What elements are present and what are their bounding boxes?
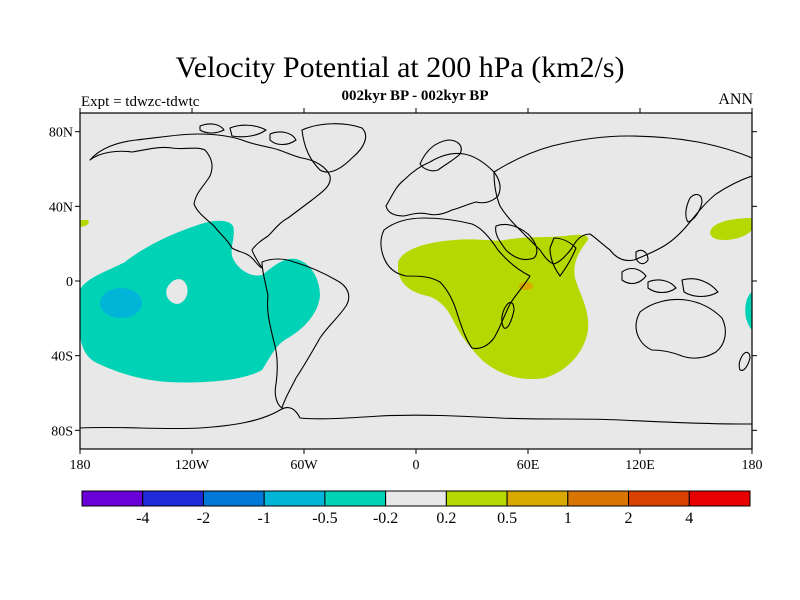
colorbar-swatch	[506, 490, 569, 507]
antarctica-coastline	[80, 407, 752, 430]
india-coastline	[549, 237, 577, 277]
colorbar-swatch	[445, 490, 508, 507]
madagascar-coastline	[501, 301, 515, 329]
lat-tick-label: 40N	[49, 200, 73, 215]
colorbar-label: 2	[625, 510, 633, 527]
pacific-strong-negative-region	[100, 288, 142, 318]
arctic-islands-coastline	[199, 123, 297, 146]
lon-tick-label: 180	[70, 458, 91, 473]
pacific-neutral-hole	[166, 279, 188, 304]
lon-tick-label: 180	[742, 458, 763, 473]
north-america-coastline	[89, 133, 331, 269]
colorbar-swatch	[688, 490, 751, 507]
lon-tick-label: 60E	[517, 458, 540, 473]
figure-subtitle: 002kyr BP - 002kyr BP	[341, 88, 489, 104]
colorbar: -4 -2 -1 -0.5 -0.2 0.2 0.5 1 2 4	[81, 490, 751, 527]
colorbar-swatch	[567, 490, 630, 507]
colorbar-label: -1	[258, 510, 271, 527]
colorbar-swatch	[385, 490, 447, 507]
south-america-coastline	[261, 258, 350, 409]
australia-coastline	[635, 298, 726, 359]
greenland-coastline	[301, 123, 367, 173]
indian-strong-positive-spot	[519, 282, 533, 290]
pacific-negative-region	[80, 220, 320, 383]
colorbar-label: -0.5	[312, 510, 337, 527]
lon-tick-label: 120W	[175, 458, 210, 473]
colorbar-swatch	[628, 490, 690, 507]
lat-tick-label: 80N	[49, 126, 73, 141]
colorbar-swatch	[142, 490, 204, 507]
colorbar-swatch	[324, 490, 387, 507]
colorbar-label: 4	[685, 510, 693, 527]
contour-fill-layer	[80, 218, 752, 383]
lat-tick-label: 80S	[51, 424, 73, 439]
colorbar-swatch	[202, 490, 265, 507]
indian-positive-region	[398, 234, 589, 380]
colorbar-label: -2	[197, 510, 210, 527]
experiment-label: Expt = tdwzc-tdwtc	[81, 94, 200, 110]
lat-tick-label: 0	[66, 275, 73, 290]
colorbar-label: 0.5	[497, 510, 517, 527]
colorbar-label: 1	[564, 510, 572, 527]
west-pacific-positive-region	[710, 218, 752, 240]
maritime-continent-coastline	[621, 249, 719, 298]
lon-tick-label: 120E	[625, 458, 655, 473]
lon-tick-label: 60W	[290, 458, 318, 473]
colorbar-swatch	[263, 490, 326, 507]
coastline-layer	[80, 123, 752, 430]
season-label: ANN	[718, 91, 753, 108]
colorbar-label: -0.2	[373, 510, 398, 527]
west-edge-positive-region	[80, 220, 89, 227]
japan-coastline	[685, 193, 703, 223]
scandinavia-coastline	[419, 139, 462, 172]
colorbar-label: -4	[136, 510, 149, 527]
figure-title: Velocity Potential at 200 hPa (km2/s)	[175, 51, 625, 84]
new-zealand-coastline	[738, 351, 751, 371]
lat-tick-label: 40S	[51, 350, 73, 365]
east-edge-negative-region	[745, 292, 752, 330]
lon-tick-label: 0	[413, 458, 420, 473]
colorbar-swatch	[81, 490, 144, 507]
map-axes: 80N 40N 0 40S 80S 180 120W 60W 0 60E 120E 180	[49, 108, 763, 473]
africa-coastline	[380, 217, 531, 350]
colorbar-label: 0.2	[436, 510, 456, 527]
asia-coastline	[493, 135, 752, 265]
